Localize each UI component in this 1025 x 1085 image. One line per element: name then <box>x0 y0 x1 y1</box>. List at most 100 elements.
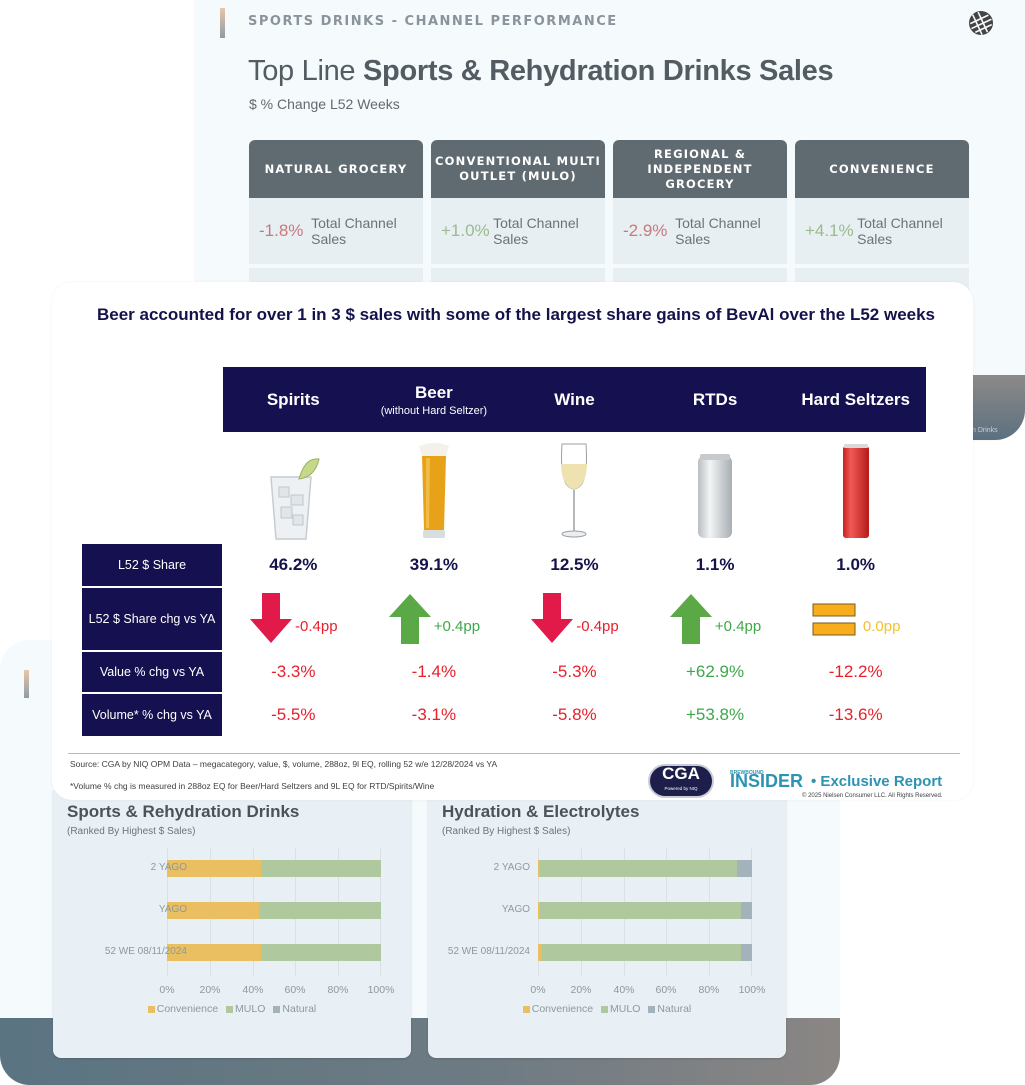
row-label-share-chg: L52 $ Share chg vs YA <box>82 588 222 650</box>
row-value-chg: -3.3% -1.4% -5.3% +62.9% -12.2% <box>223 652 926 692</box>
x-tick: 0% <box>159 984 175 996</box>
x-tick: 100% <box>738 984 766 996</box>
x-tick: 20% <box>570 984 592 996</box>
value-chg: -3.3% <box>271 662 316 681</box>
x-tick: 60% <box>284 984 306 996</box>
channel-value: +1.0% <box>441 221 490 240</box>
volume-chg: -13.6% <box>828 705 883 724</box>
spirits-glass-icon <box>270 458 320 540</box>
equals-icon <box>812 603 856 636</box>
bar-52we <box>538 944 752 961</box>
chart-hydration-electrolytes: Hydration & Electrolytes (Ranked By High… <box>428 790 786 1058</box>
value-chg: -12.2% <box>828 662 883 681</box>
divider <box>68 753 960 754</box>
page-subtitle: $ % Change L52 Weeks <box>249 96 400 112</box>
bar-yago <box>538 902 752 919</box>
col-rtds: RTDs <box>692 389 738 409</box>
wine-glass-icon <box>561 443 588 538</box>
y-label: YAGO <box>501 904 530 915</box>
chart-subtitle: (Ranked By Highest $ Sales) <box>67 826 196 837</box>
col-beer: Beer (without Hard Seltzer) <box>380 382 488 417</box>
volume-chg: -3.1% <box>411 705 457 724</box>
chart-title: Sports & Rehydration Drinks <box>67 802 300 821</box>
arrow-up-icon <box>669 594 712 644</box>
x-tick: 0% <box>530 984 546 996</box>
channel-value: +4.1% <box>805 221 854 240</box>
volume-chg: -5.5% <box>271 705 316 724</box>
x-tick: 80% <box>327 984 349 996</box>
volume-chg: +53.8% <box>686 705 745 724</box>
channel-header: CONVENIENCE <box>795 140 969 198</box>
row-label-volume-chg: Volume* % chg vs YA <box>82 694 222 736</box>
row-label-value-chg: Value % chg vs YA <box>82 652 222 692</box>
row-labels: L52 $ Share L52 $ Share chg vs YA Value … <box>82 544 222 738</box>
brewbound-insider-logo: BREWBOUND INSIDER <box>730 770 804 791</box>
channel-label: Total Channel Sales <box>857 215 943 247</box>
row-share: 46.2% 39.1% 12.5% 1.1% 1.0% <box>223 544 926 586</box>
channel-label: Total Channel Sales <box>675 215 761 247</box>
y-label: 2 YAGO <box>150 862 187 873</box>
channel-convenience: CONVENIENCE +4.1% Total Channel Sales <box>795 140 969 298</box>
cga-logo: CGA Powered by NIQ <box>650 765 712 796</box>
logos: CGA Powered by NIQ BREWBOUND INSIDER • Exc… <box>650 765 943 796</box>
category-header-row: Spirits Beer (without Hard Seltzer) Wine … <box>223 367 926 432</box>
y-label: 2 YAGO <box>493 862 530 873</box>
channel-label: Total Channel Sales <box>311 215 397 247</box>
value-chg: -5.3% <box>552 662 597 681</box>
channel-natural-grocery: NATURAL GROCERY -1.8% Total Channel Sales <box>249 140 423 298</box>
channel-header: REGIONAL & INDEPENDENT GROCERY <box>613 140 787 198</box>
chart-title: Hydration & Electrolytes <box>442 802 640 821</box>
arrow-down-icon <box>250 593 293 643</box>
row-volume-chg: -5.5% -3.1% -5.8% +53.8% -13.6% <box>223 694 926 736</box>
beval-share-card: Beer accounted for over 1 in 3 $ sales w… <box>52 282 973 800</box>
beer-glass-icon <box>418 443 449 538</box>
bar-2yago <box>167 860 381 877</box>
share-value: 1.0% <box>836 555 876 574</box>
col-spirits: Spirits <box>266 389 320 409</box>
accent-bar <box>24 670 29 698</box>
channel-label: Total Channel Sales <box>493 215 579 247</box>
page-title: Top Line Sports & Rehydration Drinks Sal… <box>248 55 834 87</box>
channel-cards: NATURAL GROCERY -1.8% Total Channel Sales… <box>249 140 969 298</box>
channel-value: -1.8% <box>259 221 304 240</box>
y-label: YAGO <box>158 904 187 915</box>
x-tick: 40% <box>242 984 264 996</box>
x-tick: 60% <box>655 984 677 996</box>
x-tick: 80% <box>698 984 720 996</box>
channel-header: NATURAL GROCERY <box>249 140 423 198</box>
channel-header: CONVENTIONAL MULTI OUTLET (MULO) <box>431 140 605 198</box>
arrow-up-icon <box>388 594 431 644</box>
share-value: 12.5% <box>550 555 599 574</box>
silver-can-icon <box>698 454 733 538</box>
arrow-down-icon <box>531 593 574 643</box>
source-note: Source: CGA by NIQ OPM Data – megacatego… <box>70 759 498 769</box>
plot-area <box>538 848 752 976</box>
value-chg: -1.4% <box>411 662 457 681</box>
x-tick: 100% <box>367 984 395 996</box>
row-share-chg: -0.4pp +0.4pp -0.4pp +0.4pp 0.0pp <box>223 588 926 650</box>
value-chg: +62.9% <box>686 662 745 681</box>
chart-legend: Convenience MULO Natural <box>53 1003 411 1015</box>
col-wine: Wine <box>554 389 595 409</box>
channel-value: -2.9% <box>623 221 668 240</box>
globe-icon <box>969 11 993 35</box>
plot-area <box>167 848 381 976</box>
exclusive-report-label: • Exclusive Report <box>811 772 943 790</box>
red-can-icon <box>842 444 869 538</box>
share-value: 39.1% <box>409 555 458 574</box>
bar-2yago <box>538 860 752 877</box>
category-icons <box>223 437 926 542</box>
channel-regional-independent: REGIONAL & INDEPENDENT GROCERY -2.9% Tota… <box>613 140 787 298</box>
chart-legend: Convenience MULO Natural <box>428 1003 786 1015</box>
chart-subtitle: (Ranked By Highest $ Sales) <box>442 826 571 837</box>
col-hard-seltzers: Hard Seltzers <box>801 389 910 409</box>
y-label: 52 WE 08/11/2024 <box>104 946 187 957</box>
row-label-share: L52 $ Share <box>82 544 222 586</box>
footnote: *Volume % chg is measured in 288oz EQ fo… <box>70 781 435 791</box>
share-value: 46.2% <box>269 555 318 574</box>
copyright: © 2025 Nielsen Consumer LLC. All Rights … <box>802 793 943 799</box>
side-tab: n Drinks <box>970 375 1025 440</box>
accent-bar <box>220 8 225 38</box>
bar-52we <box>167 944 381 961</box>
headline: Beer accounted for over 1 in 3 $ sales w… <box>96 305 936 324</box>
